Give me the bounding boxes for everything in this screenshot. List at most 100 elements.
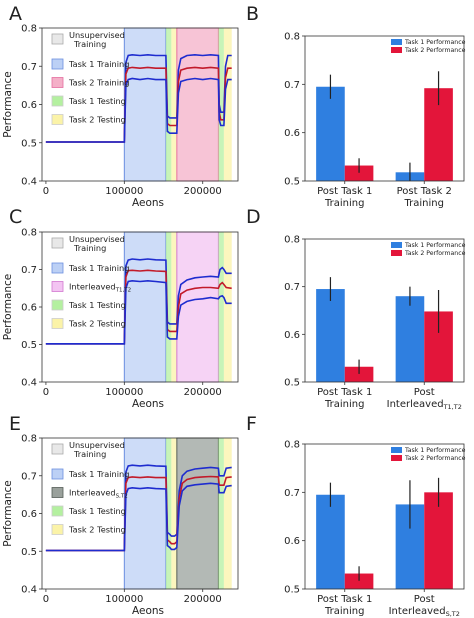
phase-region: [165, 438, 172, 589]
bar: [316, 86, 345, 181]
bar: [316, 494, 345, 589]
panel-label: B: [246, 3, 259, 25]
y-tick-label: 0.8: [21, 228, 37, 239]
legend-swatch: [51, 443, 64, 455]
panel-label: C: [9, 206, 22, 228]
legend-label: Task 1 Testing: [68, 96, 126, 106]
x-tick-label: Post InterleavedS,T2: [389, 594, 460, 618]
x-tick-label: 100000: [105, 594, 143, 605]
y-tick-label: 0.7: [284, 488, 300, 499]
x-tick-label: 100000: [105, 387, 143, 398]
legend: Unsupervised Training Task 1 Training Inter…: [51, 234, 131, 329]
legend-label: Unsupervised Training: [69, 440, 125, 459]
phase-region: [124, 28, 166, 181]
legend-swatch: [391, 47, 402, 53]
series-line-1: [45, 258, 232, 345]
panel-label: F: [246, 413, 257, 435]
legend-label: Task 2 Performance: [404, 250, 466, 257]
phase-region: [176, 438, 219, 589]
x-axis-label: Aeons: [132, 197, 164, 209]
phase-region: [218, 438, 224, 589]
legend: Unsupervised Training Task 1 Training Inter…: [51, 440, 129, 535]
legend-swatch: [391, 250, 402, 256]
phase-region: [176, 28, 219, 181]
legend-label: InterleavedS,T2: [69, 488, 128, 500]
y-tick-label: 0.5: [284, 585, 300, 596]
y-tick-label: 0.7: [21, 62, 37, 73]
x-tick-label: Post Task 1 Training: [317, 594, 372, 617]
phase-region: [171, 28, 177, 181]
legend-swatch: [51, 468, 64, 480]
y-tick-label: 0.8: [284, 440, 300, 451]
legend-label: Task 1 Training: [68, 469, 129, 479]
panel-label: D: [246, 206, 261, 228]
x-tick-label: Post InterleavedT1,T2: [387, 387, 462, 411]
y-tick-label: 0.5: [284, 177, 300, 188]
legend-label: Task 1 Training: [68, 59, 129, 69]
x-tick-label: 0: [43, 594, 49, 605]
legend-swatch: [51, 262, 64, 274]
y-tick-label: 0.7: [21, 471, 37, 482]
phase-region: [165, 232, 172, 382]
x-tick-label: 200000: [184, 186, 222, 197]
x-tick-label: Post Task 1 Training: [317, 387, 372, 410]
y-tick-label: 0.8: [21, 434, 37, 445]
legend-swatch: [51, 77, 64, 88]
panel-d: D 0.5 0.6 0.7 0.8 Post Task 1 Training Post Inte…: [246, 206, 466, 411]
y-tick-label: 0.5: [284, 378, 300, 389]
legend-label: Task 1 Performance: [404, 39, 466, 46]
x-axis-label: Aeons: [132, 605, 164, 617]
y-tick-label: 0.4: [21, 585, 37, 596]
phase-region: [176, 232, 219, 382]
legend-swatch: [51, 95, 64, 107]
legend-label: Task 2 Performance: [404, 455, 466, 462]
series-line-3: [45, 482, 232, 552]
phase-region: [124, 232, 166, 382]
panel-c: C 0.4 0.5 0.6 0.7 0.8 0 100000 200000 Aeons Perfor…: [2, 206, 239, 410]
phase-region: [171, 232, 177, 382]
y-tick-label: 0.8: [284, 32, 300, 43]
y-axis-label: Performance: [2, 480, 14, 547]
x-tick-label: 0: [43, 387, 49, 398]
legend-label: Task 2 Testing: [68, 115, 126, 125]
legend-swatch: [51, 237, 64, 249]
legend-label: Task 1 Performance: [404, 242, 466, 249]
legend-swatch: [51, 281, 64, 292]
bar: [344, 366, 374, 382]
panel-a: A 0.4 0.5 0.6 0.7 0.8 0 100000 200000 Aeons Perfor…: [2, 3, 239, 209]
panel-f: F 0.5 0.6 0.7 0.8 Post Task 1 Training Post Inte…: [246, 413, 466, 618]
x-tick-label: Post Task 2 Training: [397, 186, 452, 209]
legend-label: Unsupervised Training: [69, 30, 125, 49]
legend-label: Unsupervised Training: [69, 234, 125, 253]
y-tick-label: 0.6: [21, 509, 37, 520]
bar: [316, 289, 345, 382]
legend-swatch: [51, 524, 64, 535]
y-tick-label: 0.6: [284, 128, 300, 139]
legend: Unsupervised Training Task 1 Training Task …: [51, 30, 129, 125]
phase-region: [218, 28, 224, 181]
y-tick-label: 0.5: [21, 340, 37, 351]
y-tick-label: 0.7: [284, 80, 300, 91]
y-tick-label: 0.6: [21, 100, 37, 111]
legend-label: InterleavedT1,T2: [69, 282, 131, 294]
phase-region: [218, 232, 224, 382]
panel-label: A: [9, 3, 22, 25]
y-axis-label: Performance: [2, 274, 14, 341]
panel-b: B 0.5 0.6 0.7 0.8 Post Task 1 Training Post Tas…: [246, 3, 466, 209]
legend-swatch: [51, 114, 64, 125]
y-axis-label: Performance: [2, 71, 14, 138]
y-tick-label: 0.6: [21, 303, 37, 314]
x-tick-label: 200000: [184, 594, 222, 605]
legend-label: Task 1 Performance: [404, 447, 466, 454]
plot-frame: [304, 238, 465, 383]
x-tick-label: 200000: [184, 387, 222, 398]
legend-label: Task 2 Performance: [404, 47, 466, 54]
y-tick-label: 0.5: [21, 547, 37, 558]
legend-swatch: [391, 447, 402, 453]
y-tick-label: 0.6: [284, 536, 300, 547]
y-tick-label: 0.8: [21, 24, 37, 35]
phase-region: [165, 28, 172, 181]
